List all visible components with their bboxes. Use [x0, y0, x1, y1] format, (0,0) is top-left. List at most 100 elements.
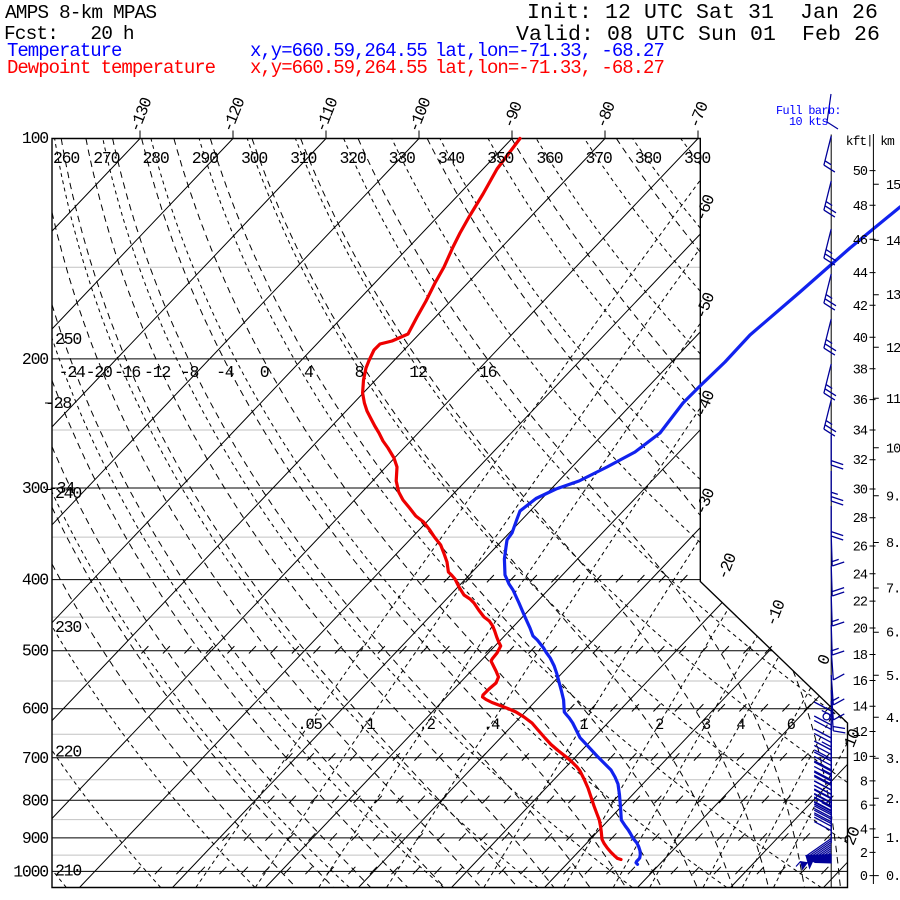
svg-text:lat,lon=-71.33, -68.27: lat,lon=-71.33, -68.27	[435, 40, 664, 62]
svg-text:38: 38	[853, 363, 868, 378]
svg-text:-4: -4	[216, 363, 235, 382]
svg-text:kft: kft	[846, 134, 867, 149]
svg-text:-20: -20	[86, 363, 112, 382]
svg-text:1.: 1.	[886, 832, 900, 847]
svg-text:14: 14	[853, 701, 868, 716]
svg-text:8: 8	[355, 363, 364, 382]
svg-text:12.: 12.	[886, 342, 900, 357]
svg-text:280: 280	[142, 149, 168, 168]
svg-text:10.: 10.	[886, 442, 900, 457]
svg-text:AMPS 8-km MPAS: AMPS 8-km MPAS	[5, 2, 156, 24]
svg-text:18: 18	[853, 649, 868, 664]
svg-text:12: 12	[853, 726, 868, 741]
svg-text:50: 50	[853, 165, 868, 180]
svg-text:-12: -12	[144, 363, 170, 382]
svg-text:0: 0	[260, 363, 269, 382]
svg-text:lat,lon=-71.33, -68.27: lat,lon=-71.33, -68.27	[435, 57, 664, 79]
svg-text:7.: 7.	[886, 583, 900, 598]
svg-text:44: 44	[853, 267, 868, 282]
svg-text:700: 700	[22, 749, 48, 768]
svg-text:22: 22	[853, 596, 868, 611]
svg-text:6.: 6.	[886, 627, 900, 642]
svg-text:36: 36	[853, 394, 868, 409]
svg-text:16: 16	[479, 363, 497, 382]
svg-text:20: 20	[853, 623, 868, 638]
svg-text:600: 600	[22, 700, 48, 719]
svg-text:6: 6	[860, 800, 868, 815]
svg-text:12: 12	[409, 363, 427, 382]
svg-text:2: 2	[655, 716, 664, 734]
svg-text:300: 300	[241, 149, 267, 168]
svg-text:0.: 0.	[886, 870, 900, 885]
svg-text:10 kts: 10 kts	[789, 115, 828, 129]
svg-text:260: 260	[53, 149, 79, 168]
svg-text:390: 390	[684, 149, 710, 168]
svg-text:270: 270	[93, 149, 119, 168]
svg-text:9.: 9.	[886, 490, 900, 505]
svg-text:8.: 8.	[886, 537, 900, 552]
svg-text:6: 6	[787, 716, 796, 734]
svg-text:3: 3	[702, 716, 711, 734]
svg-text:290: 290	[192, 149, 218, 168]
svg-text:370: 370	[586, 149, 612, 168]
svg-text:-28: -28	[45, 394, 71, 413]
svg-text:1000: 1000	[13, 862, 48, 881]
svg-text:16: 16	[853, 675, 868, 690]
svg-text:5.: 5.	[886, 670, 900, 685]
svg-text:Fcst: 20 h: Fcst: 20 h	[4, 23, 134, 45]
svg-text:900: 900	[22, 829, 48, 848]
svg-text:15.: 15.	[886, 179, 900, 194]
svg-text:40: 40	[853, 332, 868, 347]
svg-text:340: 340	[438, 149, 464, 168]
svg-text:13.: 13.	[886, 289, 900, 304]
svg-text:380: 380	[635, 149, 661, 168]
svg-text:210: 210	[55, 862, 81, 881]
svg-text:30: 30	[853, 484, 868, 499]
svg-text:|: |	[866, 134, 873, 148]
svg-text:250: 250	[55, 330, 81, 349]
svg-text:1: 1	[579, 716, 588, 734]
svg-text:8: 8	[860, 775, 868, 790]
svg-text:26: 26	[853, 541, 868, 556]
svg-text:km: km	[880, 134, 895, 149]
svg-text:4: 4	[736, 716, 745, 734]
svg-text:3.: 3.	[886, 753, 900, 768]
svg-text:32: 32	[853, 454, 868, 469]
svg-text:42: 42	[853, 300, 868, 315]
svg-text:x,y=660.59,264.55: x,y=660.59,264.55	[250, 57, 427, 79]
svg-text:0: 0	[860, 870, 868, 885]
svg-text:360: 360	[536, 149, 562, 168]
svg-text:4.: 4.	[886, 712, 900, 727]
svg-text:4: 4	[304, 363, 314, 382]
svg-text:24: 24	[853, 568, 868, 583]
svg-text:310: 310	[290, 149, 316, 168]
svg-text:34: 34	[853, 425, 868, 440]
svg-text:x,y=660.59,264.55: x,y=660.59,264.55	[250, 40, 427, 62]
svg-text:28: 28	[853, 512, 868, 527]
svg-text:400: 400	[22, 571, 48, 590]
svg-text:Dewpoint temperature: Dewpoint temperature	[7, 57, 216, 79]
svg-text:.1: .1	[358, 716, 375, 734]
svg-text:100: 100	[22, 129, 48, 148]
svg-text:-24: -24	[59, 363, 86, 382]
svg-text:20: 20	[840, 825, 864, 849]
svg-text:14.: 14.	[886, 235, 900, 250]
svg-text:.05: .05	[297, 716, 322, 734]
svg-text:2: 2	[860, 847, 868, 862]
svg-text:.2: .2	[418, 716, 435, 734]
svg-text:350: 350	[487, 149, 513, 168]
svg-text:11.: 11.	[886, 393, 900, 408]
svg-text:.4: .4	[483, 716, 500, 734]
svg-text:330: 330	[389, 149, 415, 168]
svg-text:-34: -34	[48, 479, 75, 498]
svg-text:4: 4	[860, 823, 868, 838]
svg-text:230: 230	[55, 618, 81, 637]
svg-text:10: 10	[853, 751, 868, 766]
svg-text:Temperature: Temperature	[7, 40, 122, 62]
svg-text:2.: 2.	[886, 793, 900, 808]
svg-text:220: 220	[55, 743, 81, 762]
svg-text:10: 10	[840, 727, 864, 751]
svg-text:240: 240	[55, 484, 81, 503]
svg-text:48: 48	[853, 200, 868, 215]
svg-text:Init: 12 UTC Sat 31 Jan 26: Init: 12 UTC Sat 31 Jan 26	[527, 1, 878, 25]
